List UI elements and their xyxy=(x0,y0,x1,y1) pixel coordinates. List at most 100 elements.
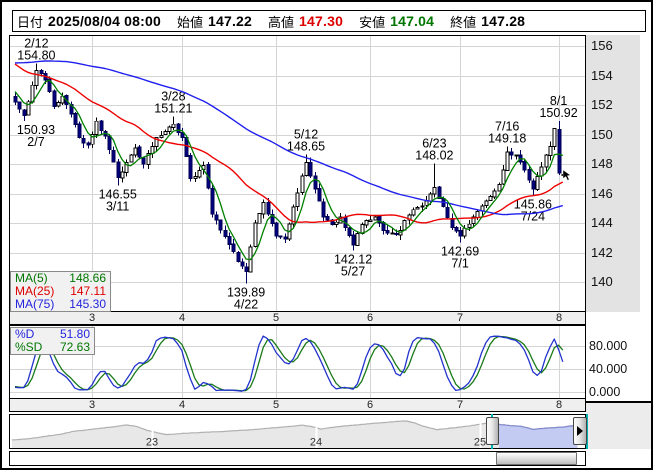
price-tick-label: 146 xyxy=(591,186,613,201)
annotation-date: 7/1 xyxy=(451,256,468,270)
month-tick-label: 6 xyxy=(366,399,374,411)
price-tick-label: 156 xyxy=(591,38,613,53)
stochastic-legend: %D 51.80 %SD 72.63 xyxy=(10,327,95,355)
annotation-price: 142.69 xyxy=(441,244,479,258)
ma75-label: MA(75) xyxy=(15,297,55,311)
month-tick-label: 3 xyxy=(88,399,96,411)
horizontal-scrollbar[interactable] xyxy=(9,451,586,466)
navigator-right-margin xyxy=(586,402,651,449)
high-value: 147.30 xyxy=(299,13,344,29)
close-value: 147.28 xyxy=(481,13,526,29)
month-tick-label: 7 xyxy=(456,312,464,324)
stoch-tick-label: 40.000 xyxy=(589,362,628,376)
annotation-price: 145.86 xyxy=(514,198,552,212)
open-value: 147.22 xyxy=(208,13,253,29)
ohlc-header: 日付 2025/08/04 08:00 始値 147.22 高値 147.30 … xyxy=(12,10,646,32)
navigator-line xyxy=(11,420,579,441)
navigator-overview-chart: 23 24 25 xyxy=(11,420,579,449)
annotation-date: 2/7 xyxy=(27,135,44,149)
stochastic-plot[interactable] xyxy=(9,325,586,399)
gridlines xyxy=(10,36,585,311)
annotation-date: 4/22 xyxy=(234,298,258,311)
annotation-price: 150.92 xyxy=(539,106,577,120)
open-label: 始値 xyxy=(176,14,203,30)
stochastic-chart xyxy=(10,326,585,398)
ma75-value: 145.30 xyxy=(69,297,106,311)
annotation-price: 149.18 xyxy=(488,132,526,146)
annotation-date: 5/12 xyxy=(294,127,318,141)
month-axis-stochastic: 3 4 5 6 7 8 xyxy=(9,398,586,412)
ma-legend: MA(5) 148.66 MA(25) 147.11 MA(75) 145.30 xyxy=(10,271,111,312)
high-label: 高値 xyxy=(268,14,295,30)
annotation-price: 146.55 xyxy=(99,187,137,201)
annotation-price: 142.12 xyxy=(334,253,372,267)
price-tick-label: 142 xyxy=(591,245,613,260)
annotation-date: 3/28 xyxy=(161,90,185,104)
month-tick-label: 4 xyxy=(178,399,186,411)
year-tick-label: 24 xyxy=(310,437,322,449)
month-tick-label: 6 xyxy=(366,312,374,324)
pctd-label: %D xyxy=(15,327,35,341)
ma25-line xyxy=(14,63,564,224)
date-label: 日付 xyxy=(17,14,44,30)
stoch-tick-label: 0.000 xyxy=(589,385,621,399)
ma5-line xyxy=(14,79,564,261)
month-tick-label: 5 xyxy=(272,399,280,411)
month-tick-label: 3 xyxy=(88,312,96,324)
ma25-label: MA(25) xyxy=(15,284,55,298)
annotation-price: 150.93 xyxy=(17,123,55,137)
annotation-date: 3/11 xyxy=(106,199,129,213)
pctsd-value: 72.63 xyxy=(59,340,90,354)
selection-end-marker xyxy=(586,414,588,449)
month-tick-label: 7 xyxy=(456,399,464,411)
month-axis-main: 3 4 5 6 7 8 xyxy=(9,311,586,325)
price-tick-label: 150 xyxy=(591,127,613,142)
year-tick-label: 23 xyxy=(146,437,158,449)
ma5-label: MA(5) xyxy=(15,271,48,285)
month-tick-label: 4 xyxy=(178,312,186,324)
month-tick-label: 5 xyxy=(272,312,280,324)
price-tick-label: 152 xyxy=(591,97,613,112)
ma75-line xyxy=(14,60,563,216)
month-tick-label: 8 xyxy=(555,399,563,411)
scrollbar-thumb[interactable] xyxy=(496,452,577,465)
annotation-date: 5/27 xyxy=(341,265,365,279)
ma25-value: 147.11 xyxy=(70,284,106,298)
date-value: 2025/08/04 08:00 xyxy=(48,13,161,29)
price-tick-label: 154 xyxy=(591,68,613,83)
navigator-selection[interactable] xyxy=(12,421,578,448)
pctd-value: 51.80 xyxy=(59,327,90,341)
annotation-date: 8/1 xyxy=(550,94,567,108)
annotation-date: 6/23 xyxy=(422,137,446,151)
pctsd-label: %SD xyxy=(15,340,43,354)
year-tick-label: 25 xyxy=(474,437,486,449)
right-arrow-icon xyxy=(577,426,583,436)
close-label: 終値 xyxy=(450,14,477,30)
annotation-date: 2/12 xyxy=(24,37,48,51)
annotation-price: 154.80 xyxy=(17,49,55,63)
price-tick-label: 144 xyxy=(591,215,613,230)
ma5-value: 148.66 xyxy=(69,271,106,285)
stochastic-axis[interactable]: 80.000 40.000 0.000 xyxy=(586,325,651,402)
month-tick-label: 8 xyxy=(555,312,563,324)
low-value: 147.04 xyxy=(390,13,435,29)
navigator-right-arrow-button[interactable] xyxy=(573,417,587,445)
mouse-cursor xyxy=(562,169,571,181)
annotation-price: 148.02 xyxy=(415,149,453,163)
annotation-price: 151.21 xyxy=(154,102,192,116)
annotation-price: 148.65 xyxy=(287,139,325,153)
low-label: 安値 xyxy=(359,14,386,30)
range-navigator[interactable]: 23 24 25 xyxy=(9,414,586,449)
price-tick-label: 148 xyxy=(591,156,613,171)
price-axis[interactable]: 156 154 152 150 148 146 144 142 140 xyxy=(586,35,640,312)
pct-d-line xyxy=(14,335,564,392)
annotation-date: 7/16 xyxy=(495,120,519,134)
annotation-price: 139.89 xyxy=(227,286,265,300)
price-tick-label: 140 xyxy=(591,274,613,289)
stoch-tick-label: 80.000 xyxy=(589,339,628,353)
navigator-left-handle[interactable] xyxy=(486,417,499,445)
candles xyxy=(13,63,566,284)
